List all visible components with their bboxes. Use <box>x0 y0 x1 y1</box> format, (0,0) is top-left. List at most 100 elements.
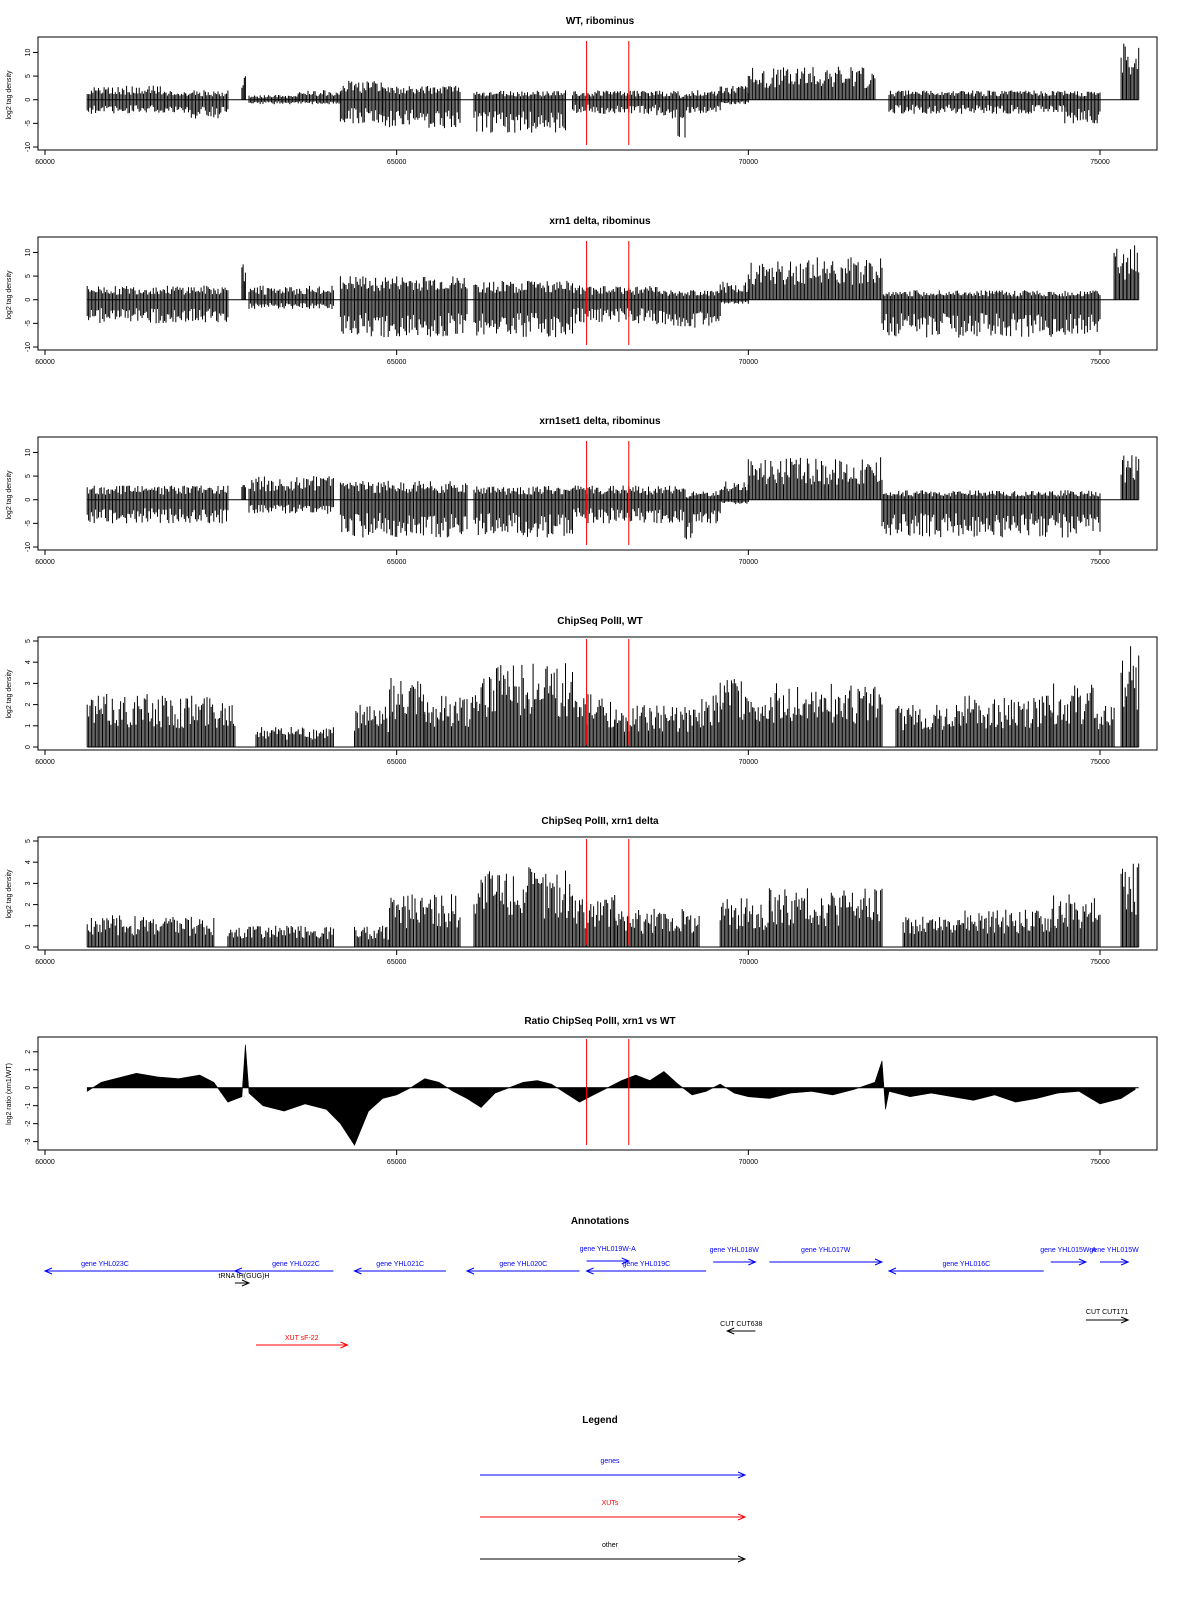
legend-label: genes <box>600 1458 620 1465</box>
y-tick-label: 3 <box>25 681 32 685</box>
annotation-label: gene YHL019C <box>622 1261 670 1268</box>
arrow-left-icon <box>585 1267 594 1275</box>
y-tick-label: 0 <box>25 298 32 302</box>
data-bar-segment <box>248 285 334 309</box>
data-bar-segment <box>1092 706 1115 747</box>
annotation-gene-yhl017w: gene YHL017W <box>769 1247 884 1266</box>
data-bar-segment <box>1050 894 1101 947</box>
data-bar-segment <box>339 480 468 538</box>
annotation-label: gene YHL016C <box>942 1261 990 1268</box>
y-tick-label: 0 <box>25 498 32 502</box>
data-bar-segment <box>354 704 391 747</box>
data-bar-segment <box>958 909 1052 947</box>
annotation-label: gene YHL015W <box>1089 1247 1139 1254</box>
y-tick-label: -3 <box>25 1138 32 1144</box>
chart-panel-3: xrn1set1 delta, ribominus -10 -5 0 5 10 log2 t… <box>6 416 1158 566</box>
annotation-label: gene YHL023C <box>81 1261 129 1268</box>
chart-title: xrn1set1 delta, ribominus <box>539 416 661 427</box>
annotation-label: XUT sF-22 <box>285 1335 319 1342</box>
data-bar-segment <box>164 91 187 113</box>
data-bar-segment <box>881 490 1101 538</box>
x-axis: 60000 65000 70000 75000 <box>35 750 1110 766</box>
legend-label: XUTs <box>602 1500 619 1507</box>
data-bar-segment <box>698 695 721 747</box>
data-bar-segment <box>248 95 299 105</box>
annotation-label: gene YHL020C <box>499 1261 547 1268</box>
legend-label: other <box>602 1542 619 1549</box>
annotation-label: tRNA tH(GUG)H <box>219 1273 270 1280</box>
x-tick-label: 60000 <box>35 159 55 166</box>
y-tick-label: 2 <box>25 903 32 907</box>
data-bar-segment <box>424 695 475 747</box>
chart-panel-4: ChipSeq PolII, WT 0 1 2 3 4 5 log2 tag density 6… <box>6 616 1158 766</box>
data-bar-segment <box>248 476 334 514</box>
data-bar-segment <box>185 90 229 119</box>
data-bar-segment <box>677 95 686 138</box>
y-tick-label: 3 <box>25 881 32 885</box>
arrow-left-icon <box>353 1267 362 1275</box>
plot-frame <box>37 236 1158 351</box>
data-bar-segment <box>719 281 749 304</box>
data-bar-segment <box>572 694 616 747</box>
legend-item-genes: genes <box>480 1458 747 1479</box>
y-axis: -3 -2 -1 0 1 2 log2 ratio (xrn1/WT) <box>6 1050 38 1145</box>
arrow-right-icon <box>737 1471 747 1479</box>
y-tick-label: 0 <box>25 945 32 949</box>
y-tick-label: -1 <box>25 1102 32 1108</box>
y-tick-label: 1 <box>25 724 32 728</box>
x-tick-label: 70000 <box>739 559 759 566</box>
arrow-right-icon <box>1120 1316 1130 1324</box>
data-bar-segment <box>747 257 883 300</box>
x-tick-label: 70000 <box>739 159 759 166</box>
chart-title: WT, ribominus <box>566 16 635 27</box>
y-axis-label: log2 tag density <box>6 869 13 919</box>
legend-panel: Legend genes XUTs other <box>480 1415 747 1563</box>
data-bar-segment <box>719 481 749 505</box>
data-bar-segment <box>719 86 749 105</box>
data-bar-segment <box>227 925 334 947</box>
y-axis: -10 -5 0 5 10 log2 tag density <box>6 248 38 352</box>
y-tick-label: 0 <box>25 745 32 749</box>
data-bar-segment <box>354 925 391 947</box>
y-tick-label: 0 <box>25 98 32 102</box>
legend-title: Legend <box>582 1415 618 1426</box>
chart-title: ChipSeq PolII, xrn1 delta <box>541 816 659 827</box>
data-bar-segment <box>656 290 721 328</box>
arrow-left-icon <box>465 1267 475 1275</box>
data-bar-segment <box>389 678 426 747</box>
data-bar-segment <box>86 915 215 947</box>
y-tick-label: 1 <box>25 1068 32 1072</box>
x-tick-label: 65000 <box>387 159 407 166</box>
data-bar-segment <box>768 683 883 747</box>
x-tick-label: 65000 <box>387 959 407 966</box>
data-bar-segment <box>1120 455 1140 500</box>
y-tick-label: -5 <box>25 520 32 526</box>
x-tick-label: 60000 <box>35 959 55 966</box>
y-axis-label: log2 ratio (xrn1/WT) <box>6 1063 13 1125</box>
y-tick-label: 4 <box>25 660 32 664</box>
data-bar-segment <box>389 894 461 947</box>
data-bar-segment <box>572 895 616 947</box>
y-axis: -10 -5 0 5 10 log2 tag density <box>6 448 38 552</box>
y-axis-label: log2 tag density <box>6 70 13 120</box>
annotation-label: gene YHL021C <box>376 1261 424 1268</box>
data-bar-segment <box>255 727 334 747</box>
chart-title: ChipSeq PolII, WT <box>557 616 643 627</box>
annotation-label: gene YHL022C <box>272 1261 320 1268</box>
y-tick-label: 5 <box>25 274 32 278</box>
legend-item-xuts: XUTs <box>480 1500 747 1521</box>
data-bar-segment <box>614 705 700 747</box>
arrow-left-icon <box>887 1267 897 1275</box>
annotations-title: Annotations <box>571 1216 630 1227</box>
plot-frame <box>37 436 1158 551</box>
data-bar-segment <box>339 80 384 124</box>
y-axis-label: log2 tag density <box>6 470 13 520</box>
data-bar-segment <box>768 888 883 947</box>
annotation-gene-yhl019w-a: gene YHL019W-A <box>580 1246 636 1265</box>
arrow-right-icon <box>748 1258 757 1266</box>
y-tick-label: -10 <box>25 542 32 552</box>
annotation-cut-cut638: CUT CUT638 <box>720 1321 763 1335</box>
data-bar-segment <box>241 76 246 100</box>
y-axis: 0 1 2 3 4 5 log2 tag density <box>6 839 38 949</box>
annotation-label: gene YHL015W-A <box>1040 1247 1096 1254</box>
